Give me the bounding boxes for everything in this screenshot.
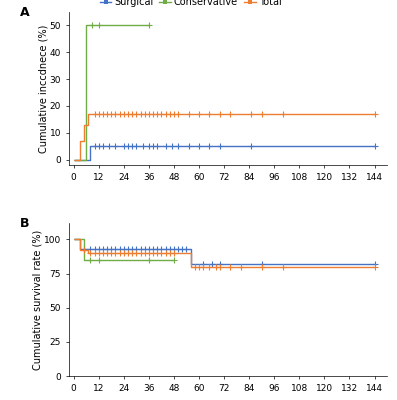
Text: A: A [20, 6, 30, 19]
Y-axis label: Cumulative inccdnece (%): Cumulative inccdnece (%) [38, 24, 48, 153]
Legend: Surgical, Conservative, Total: Surgical, Conservative, Total [100, 0, 281, 7]
Text: B: B [20, 217, 30, 230]
Y-axis label: Cumulative survival rate (%): Cumulative survival rate (%) [33, 230, 42, 370]
